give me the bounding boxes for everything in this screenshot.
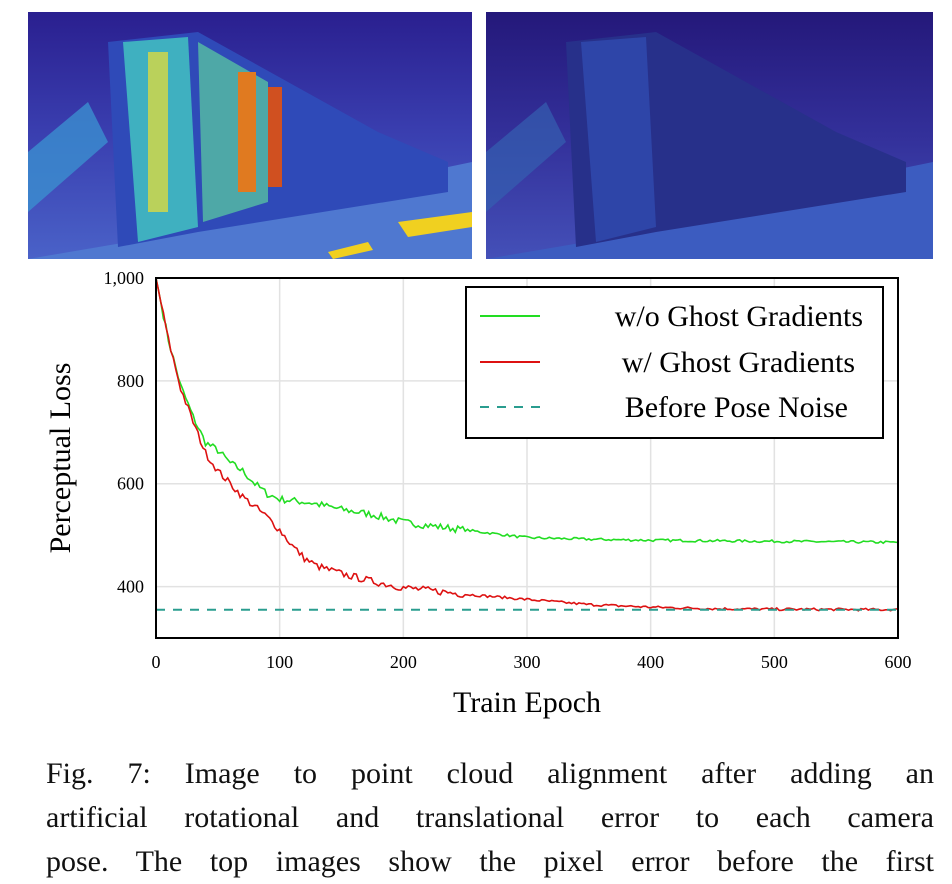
x-tick-label: 0 <box>152 652 161 672</box>
y-tick-label: 800 <box>117 371 144 391</box>
x-tick-label: 400 <box>637 652 664 672</box>
x-tick-label: 100 <box>266 652 293 672</box>
pixel-error-image-after <box>486 12 933 259</box>
y-tick-label: 600 <box>117 474 144 494</box>
legend: w/o Ghost Gradients w/ Ghost Gradients B… <box>465 286 884 439</box>
y-axis-label: Perceptual Loss <box>44 363 77 554</box>
x-tick-label: 500 <box>761 652 788 672</box>
series-line-without-ghost-gradients <box>155 277 899 545</box>
x-axis-label: Train Epoch <box>453 686 601 719</box>
y-tick-label: 1,000 <box>104 268 145 288</box>
legend-label-before: Before Pose Noise <box>625 391 848 424</box>
x-tick-label: 200 <box>390 652 417 672</box>
plot-frame <box>155 277 899 639</box>
caption-line-1: Fig. 7: Image to point cloud alignment a… <box>46 757 934 790</box>
x-tick-label: 600 <box>885 652 912 672</box>
legend-label-with: w/ Ghost Gradients <box>622 346 855 379</box>
loss-chart: 400 600 800 1,000 0 100 200 300 400 500 600 Train… <box>44 268 912 719</box>
y-tick-label: 400 <box>117 577 144 597</box>
pixel-error-image-before <box>28 12 472 259</box>
caption-line-3: pose. The top images show the pixel erro… <box>46 845 934 878</box>
x-tick-label: 300 <box>514 652 541 672</box>
legend-label-without: w/o Ghost Gradients <box>615 300 863 333</box>
caption-line-2: artificial rotational and translational … <box>46 801 934 834</box>
